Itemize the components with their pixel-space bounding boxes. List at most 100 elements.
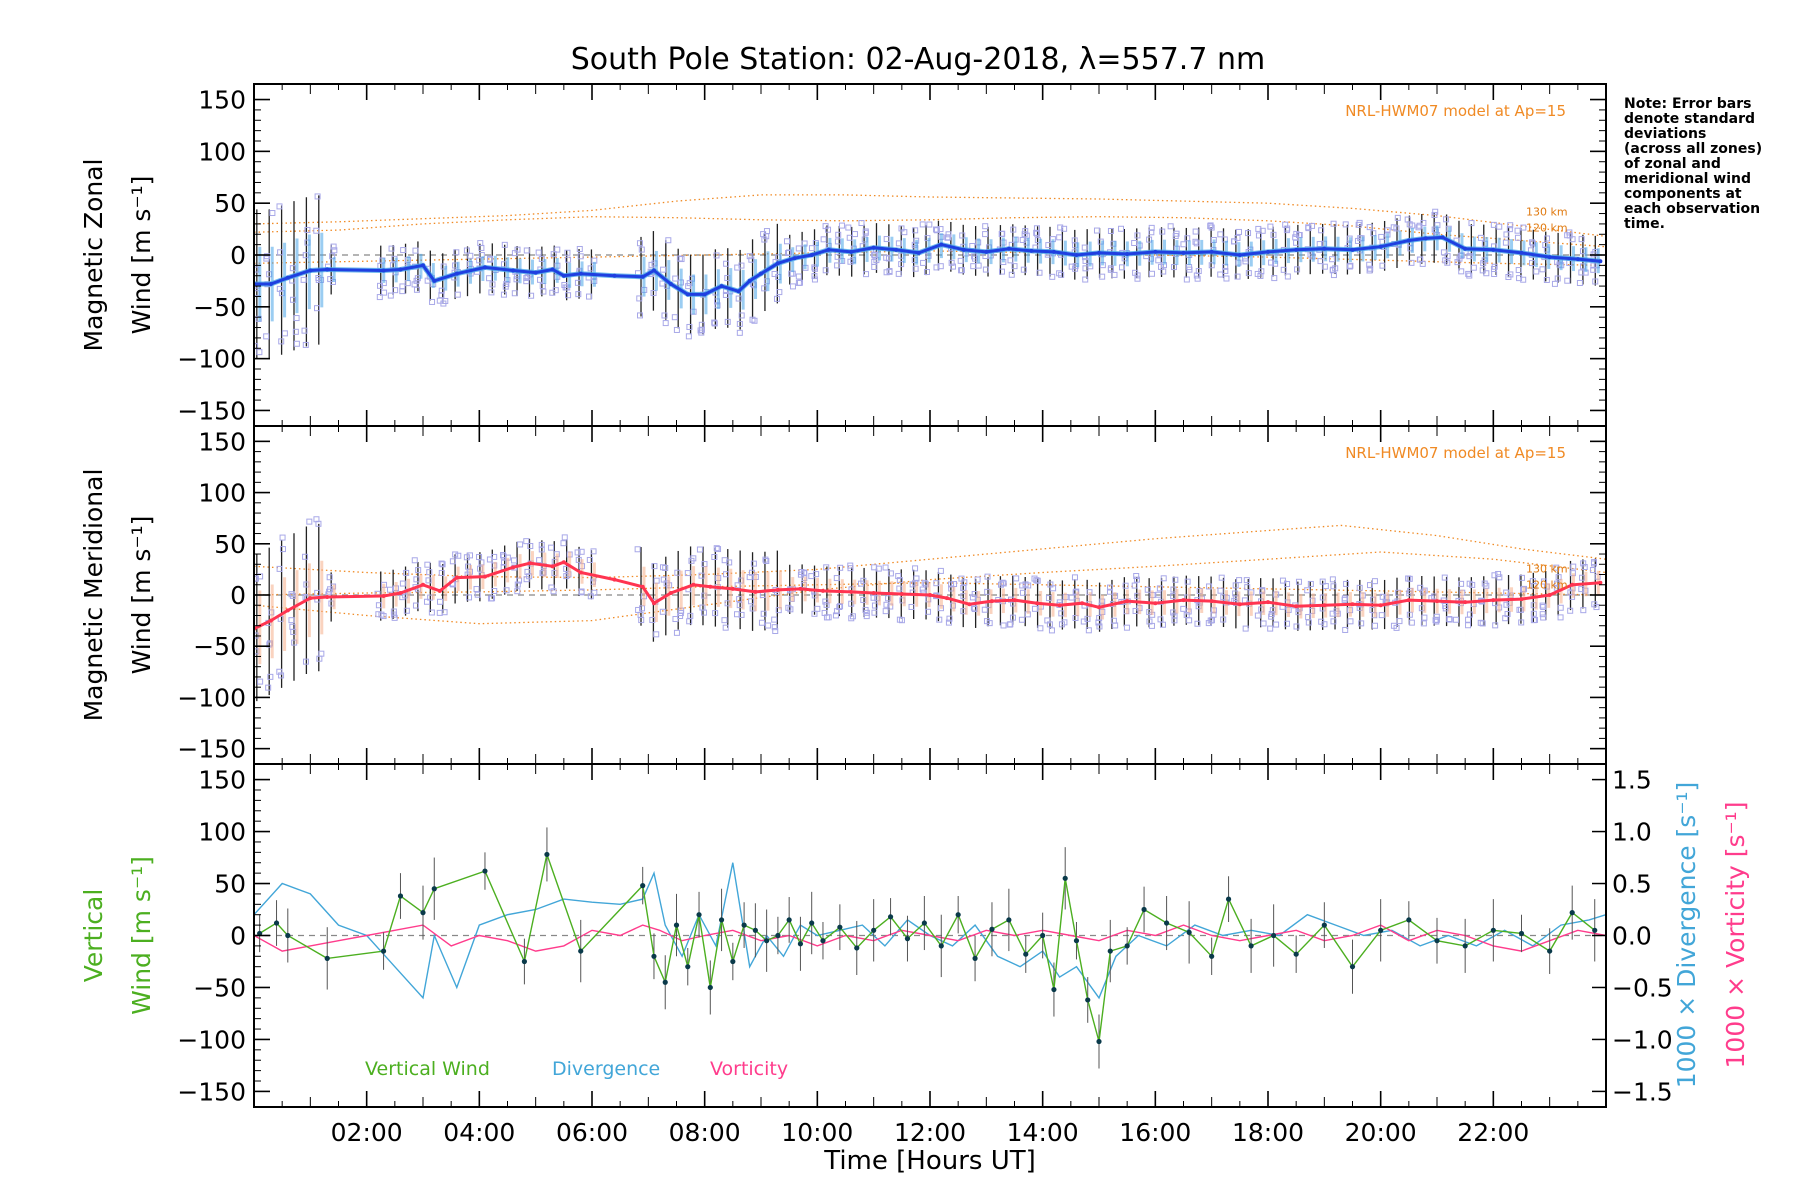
zone-wind-marker [1366, 267, 1373, 274]
y2-tick-label: 1.5 [1612, 766, 1652, 795]
zone-wind-marker [463, 554, 470, 561]
vertical-wind-point [1349, 964, 1356, 970]
vertical-wind-point [420, 910, 426, 916]
zone-wind-marker [1570, 563, 1577, 570]
zone-wind-marker [1580, 607, 1587, 614]
panel-zonal: NRL-HWM07 model at Ap=15 130 km 120 km −150… [79, 83, 1607, 427]
zone-wind-marker [746, 253, 753, 260]
meridional-mean-point [1181, 598, 1186, 603]
zone-wind-marker [982, 266, 989, 273]
zone-wind-marker [923, 269, 930, 276]
zone-wind-marker [1020, 266, 1027, 273]
zone-wind-marker [326, 574, 333, 581]
zone-wind-marker [1329, 266, 1336, 273]
zone-wind-marker [1496, 574, 1503, 581]
y-axis-title-line1: Magnetic Zonal [79, 159, 108, 352]
zone-wind-marker [1529, 239, 1536, 246]
zone-wind-marker [1022, 228, 1029, 235]
zone-wind-marker [1184, 578, 1191, 585]
zone-wind-marker [1217, 231, 1224, 238]
zone-wind-marker [1208, 224, 1215, 231]
zonal-mean-point [792, 256, 797, 261]
zone-wind-marker [912, 265, 919, 272]
zone-wind-marker [1071, 574, 1078, 581]
zone-wind-marker [1356, 584, 1363, 591]
zone-wind-marker [1564, 232, 1571, 239]
zone-wind-marker [1170, 609, 1177, 616]
zone-wind-marker [474, 591, 481, 598]
zone-wind-marker [449, 558, 456, 565]
zone-wind-marker [937, 263, 944, 270]
vertical-wind-point [1321, 922, 1327, 928]
zone-wind-marker [1394, 214, 1401, 221]
zone-wind-marker [1330, 618, 1337, 625]
altitude-label-120km: 120 km [1526, 578, 1568, 591]
zone-wind-marker [1441, 574, 1448, 581]
zone-wind-marker [1148, 270, 1155, 277]
zone-wind-marker [1033, 577, 1040, 584]
zone-wind-marker [711, 320, 718, 327]
vertical-wind-point [1490, 927, 1496, 933]
zone-wind-marker [1221, 236, 1228, 243]
zone-wind-marker [711, 554, 718, 561]
zone-wind-marker [1593, 604, 1600, 611]
vertical-wind-point [707, 984, 713, 991]
y2-tick-label: −1.0 [1612, 1025, 1673, 1054]
zone-wind-marker [1144, 586, 1151, 593]
zonal-mean-point [916, 250, 921, 255]
zone-wind-marker [1305, 614, 1312, 621]
x-tick-label: 10:00 [781, 1118, 853, 1147]
zone-wind-marker [1112, 622, 1119, 629]
zone-wind-marker [1223, 275, 1230, 282]
zone-wind-marker [1446, 616, 1453, 623]
zone-wind-marker [701, 609, 708, 616]
zone-wind-marker [1279, 577, 1286, 584]
zone-wind-marker [1259, 227, 1266, 234]
zone-wind-marker [820, 236, 827, 243]
zone-wind-marker [412, 602, 419, 609]
meridional-mean-point [308, 596, 313, 601]
zone-wind-marker [293, 315, 300, 322]
meridional-mean-point [651, 601, 656, 606]
zone-wind-marker [575, 291, 582, 298]
zone-wind-marker [697, 327, 704, 334]
zone-wind-marker [1283, 620, 1290, 627]
y2-axis-title-vorticity: 1000 × Vorticity [s⁻¹] [1721, 802, 1750, 1069]
zonal-mean-point [421, 263, 425, 268]
zone-wind-marker [895, 240, 902, 247]
zone-wind-marker [314, 305, 321, 312]
zonal-mean-point [747, 278, 752, 283]
zone-wind-marker [808, 573, 815, 580]
model-curve [254, 194, 1606, 237]
zone-wind-marker [1245, 270, 1252, 277]
zone-wind-marker [455, 552, 462, 559]
meridional-mean-point [1209, 599, 1214, 604]
zone-wind-marker [1592, 278, 1599, 285]
zone-wind-marker [1171, 617, 1178, 624]
zone-wind-marker [1058, 271, 1065, 278]
zone-wind-marker [1589, 567, 1596, 574]
zone-wind-marker [1530, 617, 1537, 624]
vertical-wind-point [1164, 920, 1170, 926]
zone-wind-marker [550, 588, 557, 595]
zone-wind-marker [698, 572, 705, 579]
zone-wind-marker [467, 252, 474, 259]
zone-wind-marker [648, 261, 655, 268]
zone-wind-marker [650, 290, 657, 297]
zone-wind-marker [686, 323, 693, 330]
zone-wind-marker [1072, 614, 1079, 621]
zone-wind-marker [1539, 611, 1546, 618]
meridional-mean-point [550, 564, 555, 569]
zone-wind-marker [1270, 231, 1277, 238]
vertical-wind-point [651, 953, 657, 959]
zone-wind-marker [919, 586, 926, 593]
vertical-wind-point [904, 936, 911, 942]
zone-wind-marker [276, 285, 283, 292]
zone-wind-marker [1267, 223, 1274, 230]
zone-wind-marker [758, 619, 765, 626]
y2-tick-label: 0.5 [1612, 870, 1652, 899]
zone-wind-marker [1170, 264, 1177, 271]
zonal-mean-point [533, 270, 538, 275]
zone-wind-marker [665, 237, 672, 244]
zone-wind-marker [278, 672, 285, 679]
